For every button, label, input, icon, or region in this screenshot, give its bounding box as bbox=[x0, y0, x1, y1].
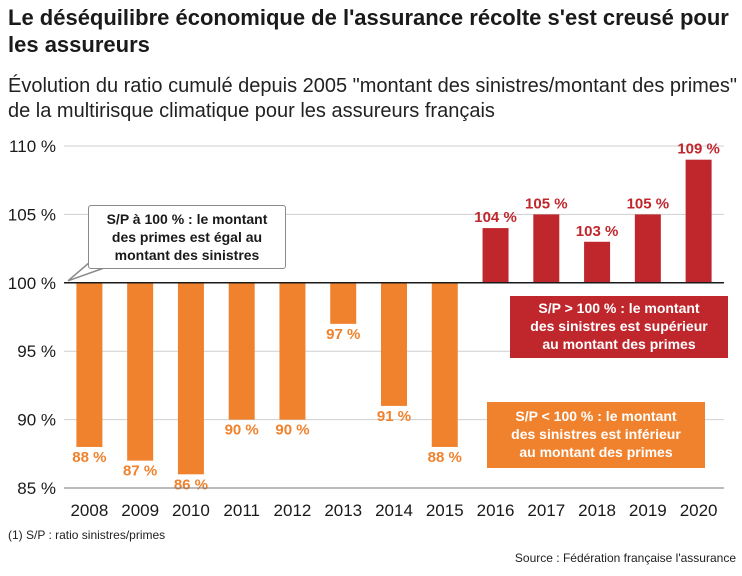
x-tick-label: 2012 bbox=[274, 501, 312, 520]
bar-value-label: 103 % bbox=[576, 223, 619, 240]
x-tick-label: 2010 bbox=[172, 501, 210, 520]
bar-2012 bbox=[279, 282, 306, 420]
callout-equal: S/P à 100 % : le montant des primes est … bbox=[88, 205, 286, 269]
x-tick-label: 2009 bbox=[121, 501, 159, 520]
source: Source : Fédération française l'assuranc… bbox=[514, 551, 736, 565]
x-tick-label: 2014 bbox=[375, 501, 413, 520]
callout-above-line-2: des sinistres est supérieur bbox=[530, 318, 708, 334]
callout-below: S/P < 100 % : le montant des sinistres e… bbox=[487, 402, 705, 468]
bar-value-label: 90 % bbox=[225, 422, 259, 439]
y-axis-labels: 85 % 90 % 95 % 100 % 105 % 110 % bbox=[8, 137, 56, 498]
callout-equal-line-3: montant des sinistres bbox=[114, 247, 260, 263]
x-tick-label: 2011 bbox=[223, 501, 260, 520]
callout-equal-line-1: S/P à 100 % : le montant bbox=[106, 211, 268, 227]
callout-below-line-2: des sinistres est inférieur bbox=[511, 426, 681, 442]
bar-2014 bbox=[381, 282, 407, 406]
x-tick-label: 2018 bbox=[578, 501, 616, 520]
bar-value-label: 88 % bbox=[428, 449, 462, 466]
bars bbox=[76, 159, 712, 475]
bar-2010 bbox=[177, 282, 204, 475]
callout-below-line-1: S/P < 100 % : le montant bbox=[515, 408, 677, 424]
callout-above-line-3: au montant des primes bbox=[542, 336, 696, 352]
chart-title: Le déséquilibre économique de l'assuranc… bbox=[8, 5, 729, 57]
bar-value-label: 90 % bbox=[275, 422, 309, 439]
bar-2011 bbox=[228, 282, 255, 420]
bar-2009 bbox=[127, 282, 154, 461]
y-tick-label: 95 % bbox=[17, 342, 56, 361]
y-tick-label: 105 % bbox=[8, 205, 56, 224]
bar-value-label: 105 % bbox=[525, 195, 568, 212]
bar-value-label: 109 % bbox=[677, 141, 720, 158]
chart-subtitle: Évolution du ratio cumulé depuis 2005 "m… bbox=[8, 75, 738, 122]
callout-equal-line-2: des primes est égal au bbox=[111, 229, 263, 245]
bar-value-label: 105 % bbox=[627, 195, 670, 212]
bar-2013 bbox=[330, 282, 357, 324]
y-tick-label: 90 % bbox=[17, 411, 56, 430]
bar-value-labels: 88 % 87 % 86 % 90 % 90 % 97 % 91 % 88 % 104 % 105… bbox=[72, 141, 720, 494]
bar-2015 bbox=[431, 282, 458, 447]
bar-value-label: 86 % bbox=[174, 476, 208, 493]
bar-2020 bbox=[685, 159, 712, 283]
callout-above-line-1: S/P > 100 % : le montant bbox=[538, 300, 700, 316]
x-tick-label: 2016 bbox=[477, 501, 515, 520]
bar-value-label: 87 % bbox=[123, 463, 157, 480]
bar-value-label: 91 % bbox=[377, 408, 411, 425]
bar-value-label: 104 % bbox=[474, 209, 517, 226]
bar-value-label: 88 % bbox=[72, 449, 106, 466]
bar-2019 bbox=[634, 214, 661, 283]
y-tick-label: 110 % bbox=[9, 137, 56, 156]
y-tick-label: 100 % bbox=[8, 274, 56, 293]
bar-2008 bbox=[76, 282, 103, 447]
bar-2016 bbox=[482, 228, 509, 283]
x-tick-label: 2015 bbox=[426, 501, 464, 520]
bar-value-label: 97 % bbox=[326, 326, 360, 343]
bar-2017 bbox=[533, 214, 560, 283]
bar-2018 bbox=[584, 241, 611, 283]
y-tick-label: 85 % bbox=[17, 479, 56, 498]
callout-above: S/P > 100 % : le montant des sinistres e… bbox=[510, 296, 728, 358]
x-tick-label: 2008 bbox=[70, 501, 108, 520]
x-tick-label: 2020 bbox=[680, 501, 718, 520]
callout-below-line-3: au montant des primes bbox=[519, 444, 673, 460]
footnote: (1) S/P : ratio sinistres/primes bbox=[8, 528, 166, 542]
x-axis-labels: 2008 2009 2010 2011 2012 2013 2014 2015 2016 2017… bbox=[70, 501, 717, 520]
x-tick-label: 2017 bbox=[527, 501, 565, 520]
x-tick-label: 2013 bbox=[324, 501, 362, 520]
x-tick-label: 2019 bbox=[629, 501, 667, 520]
